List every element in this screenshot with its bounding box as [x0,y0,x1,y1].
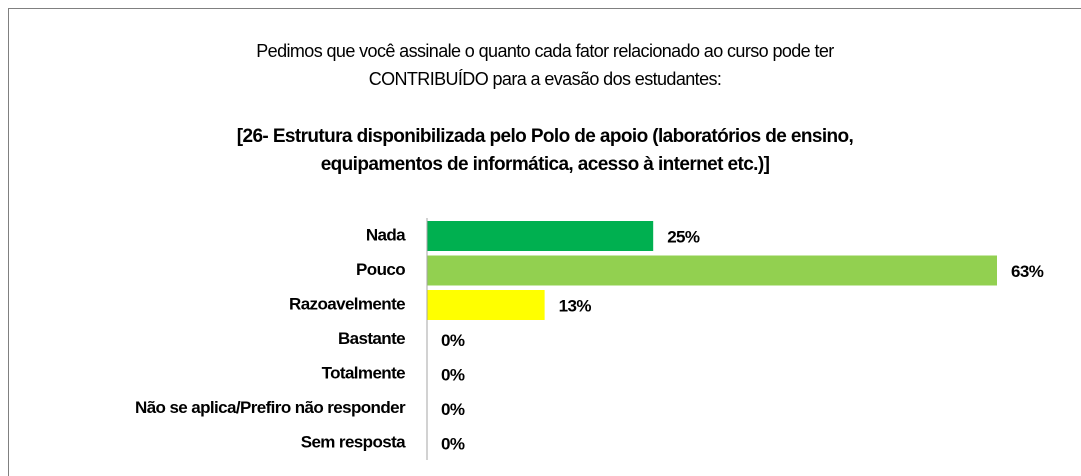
value-label: 63% [1011,262,1044,281]
category-label: Totalmente [322,363,406,382]
frame [8,8,1081,476]
chart-title: Pedimos que você assinale o quanto cada … [256,41,834,61]
chart-title: CONTRIBUÍDO para a evasão dos estudantes… [369,69,722,89]
value-label: 0% [441,331,465,350]
category-label: Pouco [356,260,405,279]
value-label: 13% [559,296,592,315]
value-label: 0% [441,365,465,384]
category-label: Bastante [338,329,405,348]
value-label: 0% [441,400,465,419]
bar [427,221,654,251]
category-label: Não se aplica/Prefiro não responder [135,398,406,417]
chart-subtitle: equipamentos de informática, acesso à in… [321,154,770,175]
bar [427,255,997,286]
value-label: 25% [667,227,700,246]
chart-subtitle: [26- Estrutura disponibilizada pelo Polo… [237,126,854,147]
value-label: 0% [441,434,465,453]
bar [427,290,545,320]
category-label: Nada [366,225,406,244]
category-label: Sem resposta [301,432,406,451]
category-label: Razoavelmente [289,294,405,313]
